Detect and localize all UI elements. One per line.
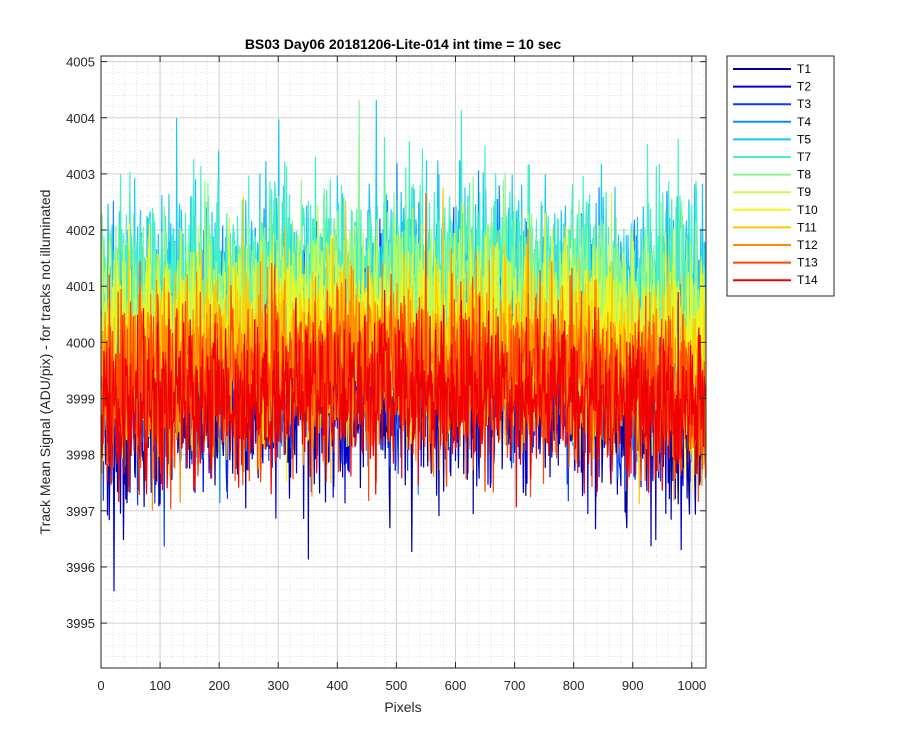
- x-tick-label: 600: [445, 678, 467, 693]
- legend-label-T13: T13: [797, 256, 818, 270]
- legend-label-T12: T12: [797, 238, 818, 252]
- legend-label-T14: T14: [797, 273, 818, 287]
- legend-label-T10: T10: [797, 203, 818, 217]
- legend-label-T1: T1: [797, 62, 811, 76]
- y-tick-label: 4004: [66, 111, 95, 126]
- legend-label-T5: T5: [797, 132, 811, 146]
- y-tick-label: 4005: [66, 55, 95, 70]
- y-tick-label: 3996: [66, 560, 95, 575]
- legend-label-T8: T8: [797, 168, 811, 182]
- legend-label-T9: T9: [797, 185, 811, 199]
- legend-label-T4: T4: [797, 115, 811, 129]
- chart-title: BS03 Day06 20181206-Lite-014 int time = …: [245, 36, 562, 52]
- legend: T1 T2 T3 T4 T5 T7 T8 T9 T10 T11 T12 T13 T14: [726, 55, 835, 297]
- x-tick-label: 100: [149, 678, 171, 693]
- series-line-T14: [101, 289, 706, 508]
- x-tick-label: 500: [386, 678, 408, 693]
- x-tick-label: 800: [563, 678, 585, 693]
- axis-ticks: 0 100 200 300 400 500 600 700 800 900 1000 3995 3996…: [66, 55, 706, 693]
- y-tick-label: 3995: [66, 616, 95, 631]
- y-tick-label: 3998: [66, 448, 95, 463]
- legend-label-T3: T3: [797, 97, 811, 111]
- x-tick-label: 200: [208, 678, 230, 693]
- x-tick-label: 700: [504, 678, 526, 693]
- y-tick-label: 4001: [66, 279, 95, 294]
- legend-label-T11: T11: [797, 220, 817, 234]
- x-tick-label: 0: [97, 678, 104, 693]
- legend-label-T2: T2: [797, 80, 811, 94]
- legend-box: [726, 55, 835, 297]
- plot-lines: [101, 99, 706, 592]
- x-tick-label: 1000: [677, 678, 706, 693]
- y-tick-label: 4003: [66, 167, 95, 182]
- y-tick-label: 4000: [66, 335, 95, 350]
- x-tick-label: 300: [267, 678, 289, 693]
- legend-label-T7: T7: [797, 150, 811, 164]
- y-axis-label: Track Mean Signal (ADU/pix) - for tracks…: [37, 190, 53, 535]
- y-tick-label: 3999: [66, 391, 95, 406]
- x-axis-label: Pixels: [384, 699, 421, 715]
- x-tick-label: 900: [622, 678, 644, 693]
- y-tick-label: 3997: [66, 504, 95, 519]
- plot-frame: [100, 55, 707, 669]
- y-tick-label: 4002: [66, 223, 95, 238]
- x-tick-label: 400: [326, 678, 348, 693]
